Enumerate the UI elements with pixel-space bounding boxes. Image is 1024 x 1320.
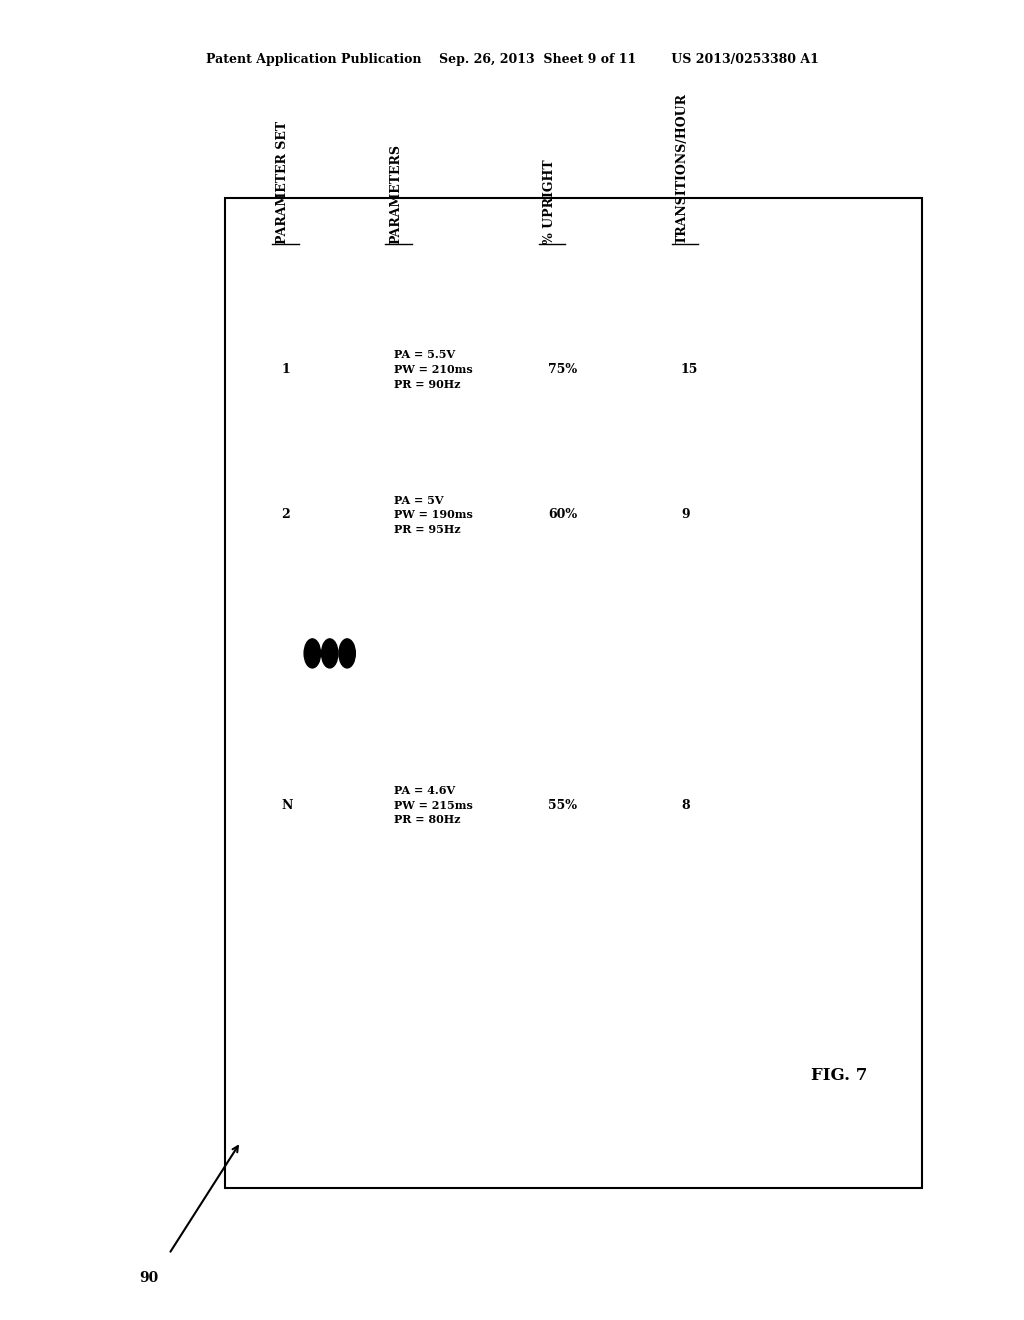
- Text: 1: 1: [282, 363, 291, 376]
- Ellipse shape: [322, 639, 338, 668]
- Text: 8: 8: [681, 799, 689, 812]
- Ellipse shape: [304, 639, 321, 668]
- Text: 75%: 75%: [548, 363, 577, 376]
- Text: 90: 90: [139, 1271, 158, 1284]
- Text: TRANSITIONS/HOUR: TRANSITIONS/HOUR: [676, 94, 689, 244]
- Text: PARAMETERS: PARAMETERS: [389, 144, 402, 244]
- Text: 9: 9: [681, 508, 689, 521]
- Bar: [225, 198, 922, 1188]
- Text: PA = 5V
PW = 190ms
PR = 95Hz: PA = 5V PW = 190ms PR = 95Hz: [394, 495, 473, 535]
- Text: FIG. 7: FIG. 7: [811, 1068, 868, 1084]
- Ellipse shape: [339, 639, 355, 668]
- Text: 2: 2: [282, 508, 291, 521]
- Text: PA = 4.6V
PW = 215ms
PR = 80Hz: PA = 4.6V PW = 215ms PR = 80Hz: [394, 785, 473, 825]
- Text: PARAMETER SET: PARAMETER SET: [276, 121, 290, 244]
- Text: Patent Application Publication    Sep. 26, 2013  Sheet 9 of 11        US 2013/02: Patent Application Publication Sep. 26, …: [206, 53, 818, 66]
- Text: 60%: 60%: [548, 508, 577, 521]
- Text: PA = 5.5V
PW = 210ms
PR = 90Hz: PA = 5.5V PW = 210ms PR = 90Hz: [394, 350, 473, 389]
- Text: 55%: 55%: [548, 799, 577, 812]
- Text: N: N: [282, 799, 293, 812]
- Text: 15: 15: [681, 363, 698, 376]
- Text: % UPRIGHT: % UPRIGHT: [543, 160, 556, 244]
